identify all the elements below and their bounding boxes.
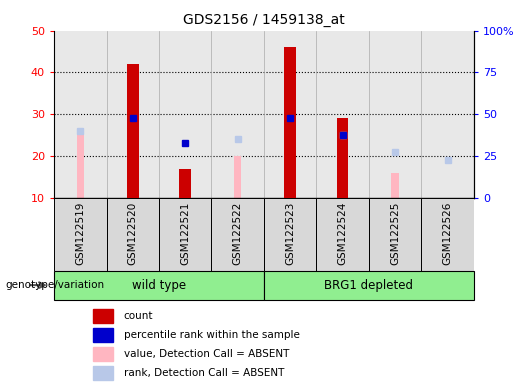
- FancyBboxPatch shape: [54, 271, 264, 300]
- Text: GSM122521: GSM122521: [180, 202, 190, 265]
- Bar: [93, 347, 113, 361]
- Text: GSM122520: GSM122520: [128, 202, 138, 265]
- Text: genotype/variation: genotype/variation: [5, 280, 104, 290]
- Bar: [93, 309, 113, 323]
- Text: percentile rank within the sample: percentile rank within the sample: [124, 330, 300, 340]
- FancyBboxPatch shape: [421, 198, 474, 271]
- Text: value, Detection Call = ABSENT: value, Detection Call = ABSENT: [124, 349, 289, 359]
- Bar: [93, 328, 113, 342]
- Bar: [234, 156, 242, 198]
- Title: GDS2156 / 1459138_at: GDS2156 / 1459138_at: [183, 13, 345, 27]
- FancyBboxPatch shape: [264, 198, 316, 271]
- Text: count: count: [124, 311, 153, 321]
- Bar: [77, 131, 84, 198]
- Text: GSM122525: GSM122525: [390, 202, 400, 265]
- Text: GSM122523: GSM122523: [285, 202, 295, 265]
- Text: BRG1 depleted: BRG1 depleted: [324, 279, 414, 291]
- Bar: [391, 173, 399, 198]
- Bar: [127, 64, 139, 198]
- Text: GSM122526: GSM122526: [442, 202, 453, 265]
- FancyBboxPatch shape: [159, 198, 212, 271]
- Text: GSM122524: GSM122524: [338, 202, 348, 265]
- Bar: [179, 169, 191, 198]
- FancyBboxPatch shape: [369, 198, 421, 271]
- Bar: [337, 118, 349, 198]
- Bar: [93, 366, 113, 380]
- FancyBboxPatch shape: [107, 198, 159, 271]
- FancyBboxPatch shape: [212, 198, 264, 271]
- FancyBboxPatch shape: [264, 271, 474, 300]
- FancyBboxPatch shape: [316, 198, 369, 271]
- FancyBboxPatch shape: [54, 198, 107, 271]
- Text: GSM122522: GSM122522: [233, 202, 243, 265]
- Bar: [284, 47, 296, 198]
- Text: rank, Detection Call = ABSENT: rank, Detection Call = ABSENT: [124, 368, 284, 378]
- Text: GSM122519: GSM122519: [75, 202, 85, 265]
- Text: wild type: wild type: [132, 279, 186, 291]
